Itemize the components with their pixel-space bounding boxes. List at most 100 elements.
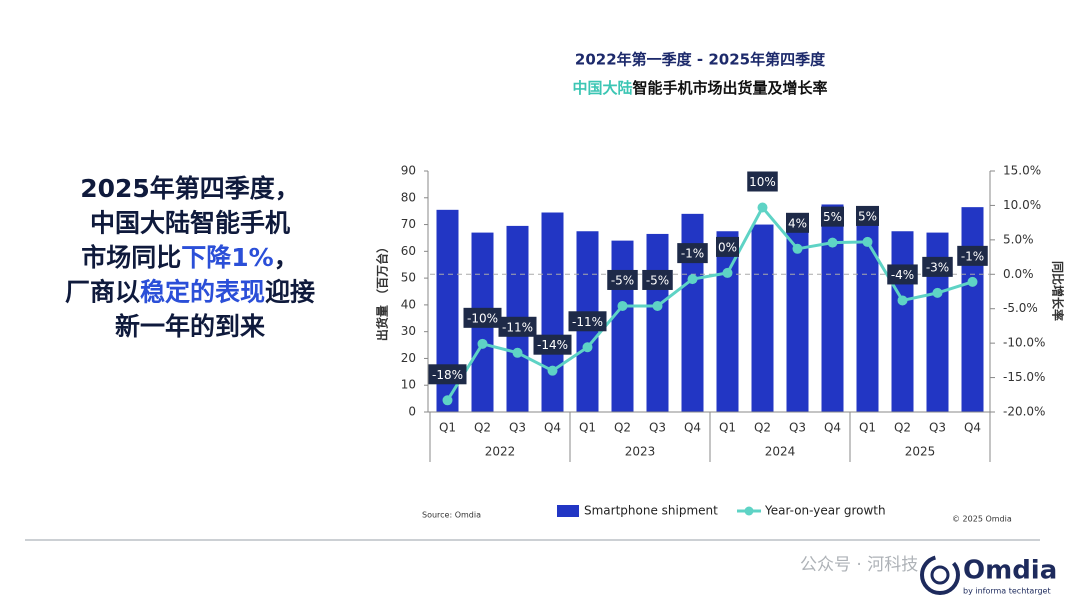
data-label: 10% bbox=[749, 175, 776, 189]
growth-marker bbox=[582, 342, 593, 353]
y-tick-label: 90 bbox=[401, 164, 416, 178]
growth-marker bbox=[932, 287, 943, 298]
data-label-box bbox=[856, 205, 879, 226]
y-axis-label: 出货量 （百万台） bbox=[375, 241, 390, 341]
x-tick-label: Q3 bbox=[929, 421, 946, 435]
data-label: -10% bbox=[467, 311, 498, 325]
data-label: 4% bbox=[788, 216, 807, 230]
growth-marker bbox=[722, 267, 733, 278]
bar bbox=[646, 233, 669, 412]
growth-marker bbox=[862, 236, 873, 247]
growth-marker bbox=[617, 300, 628, 311]
logo-icon bbox=[930, 565, 950, 585]
data-label-box bbox=[568, 311, 607, 332]
bar bbox=[681, 213, 704, 412]
data-label-box bbox=[607, 269, 638, 290]
y-tick-label: 40 bbox=[401, 297, 416, 311]
y2-tick-label: 5.0% bbox=[1003, 232, 1034, 246]
bar bbox=[751, 224, 774, 412]
growth-marker bbox=[477, 338, 488, 349]
y2-tick-label: -10.0% bbox=[1003, 336, 1045, 350]
growth-marker bbox=[687, 274, 698, 285]
x-tick-label: Q1 bbox=[579, 421, 596, 435]
text-line: 中国大陆智能手机市场出货量及增长率 bbox=[572, 79, 827, 97]
bar bbox=[436, 209, 459, 412]
bar bbox=[961, 207, 984, 412]
growth-marker bbox=[512, 347, 523, 358]
data-label-box bbox=[428, 364, 467, 385]
data-label: -14% bbox=[537, 338, 568, 352]
text-line: 市场同比下降1%， bbox=[81, 243, 298, 272]
bar bbox=[891, 231, 914, 412]
logo-text: Omdia bbox=[963, 556, 1057, 586]
growth-marker bbox=[967, 276, 978, 287]
data-label-box bbox=[642, 269, 673, 290]
y2-tick-label: 10.0% bbox=[1003, 198, 1041, 212]
y-tick-label: 60 bbox=[401, 244, 416, 258]
data-label: -4% bbox=[891, 268, 914, 282]
text-line: 新一年的到来 bbox=[115, 312, 266, 341]
bar bbox=[541, 212, 564, 412]
y-tick-label: 0 bbox=[408, 405, 416, 419]
logo-icon bbox=[920, 555, 960, 595]
data-label: -5% bbox=[646, 273, 669, 287]
data-label: -1% bbox=[961, 249, 984, 263]
growth-marker bbox=[792, 243, 803, 254]
growth-marker bbox=[442, 395, 453, 406]
growth-line bbox=[446, 204, 973, 402]
data-label: -18% bbox=[432, 368, 463, 382]
bar bbox=[856, 221, 879, 412]
data-label-box bbox=[716, 236, 739, 257]
x-tick-label: Q2 bbox=[754, 421, 771, 435]
bar bbox=[611, 240, 634, 412]
x-tick-label: Q3 bbox=[649, 421, 666, 435]
growth-marker bbox=[547, 365, 558, 376]
text-segment: 智能手机市场出货量及增长率 bbox=[633, 79, 828, 97]
text-segment: ， bbox=[274, 243, 299, 272]
growth-marker bbox=[652, 300, 663, 311]
data-label-box bbox=[922, 256, 953, 277]
growth-marker bbox=[827, 237, 838, 248]
text-segment: 中国大陆智能手机 bbox=[90, 209, 290, 238]
bar bbox=[716, 231, 739, 412]
text-segment: 稳定的表现 bbox=[140, 278, 265, 307]
x-tick-label: Q4 bbox=[964, 421, 981, 435]
x-tick-label: Q1 bbox=[719, 421, 736, 435]
legend-label: Year-on-year growth bbox=[764, 504, 886, 518]
x-group-label: 2024 bbox=[765, 445, 796, 459]
watermark: 公众号 · 河科技 bbox=[800, 555, 918, 575]
logo-tagline: by informa techtarget bbox=[963, 587, 1051, 596]
text-segment: 新一年的到来 bbox=[115, 312, 266, 341]
x-tick-label: Q4 bbox=[684, 421, 701, 435]
y-tick-label: 80 bbox=[401, 190, 416, 204]
x-tick-label: Q3 bbox=[509, 421, 526, 435]
data-label-box bbox=[786, 212, 809, 233]
x-group-label: 2022 bbox=[485, 445, 516, 459]
legend-swatch bbox=[744, 506, 754, 516]
text-segment: 2025年第四季度， bbox=[80, 174, 300, 203]
text-line: 中国大陆智能手机 bbox=[90, 209, 290, 238]
data-label-box bbox=[677, 243, 708, 264]
text-segment: 下降1% bbox=[181, 243, 273, 272]
data-label: -3% bbox=[926, 260, 949, 274]
bar bbox=[926, 232, 949, 412]
legend-swatch bbox=[557, 505, 579, 517]
y-tick-label: 50 bbox=[401, 271, 416, 285]
x-tick-label: Q1 bbox=[859, 421, 876, 435]
text-line: 2025年第四季度， bbox=[80, 174, 300, 203]
x-tick-label: Q1 bbox=[439, 421, 456, 435]
y2-tick-label: -15.0% bbox=[1003, 370, 1045, 384]
legend-label: Smartphone shipment bbox=[584, 504, 718, 518]
y2-tick-label: -5.0% bbox=[1003, 301, 1038, 315]
text-segment: 市场同比 bbox=[81, 243, 181, 272]
text-line: 厂商以稳定的表现迎接 bbox=[65, 278, 315, 307]
x-tick-label: Q4 bbox=[824, 421, 841, 435]
x-group-label: 2025 bbox=[905, 445, 936, 459]
growth-marker bbox=[757, 202, 768, 213]
y-tick-label: 30 bbox=[401, 324, 416, 338]
data-label: -1% bbox=[681, 247, 704, 261]
x-tick-label: Q2 bbox=[894, 421, 911, 435]
data-label-box bbox=[887, 264, 918, 285]
copyright: © 2025 Omdia bbox=[952, 515, 1012, 524]
